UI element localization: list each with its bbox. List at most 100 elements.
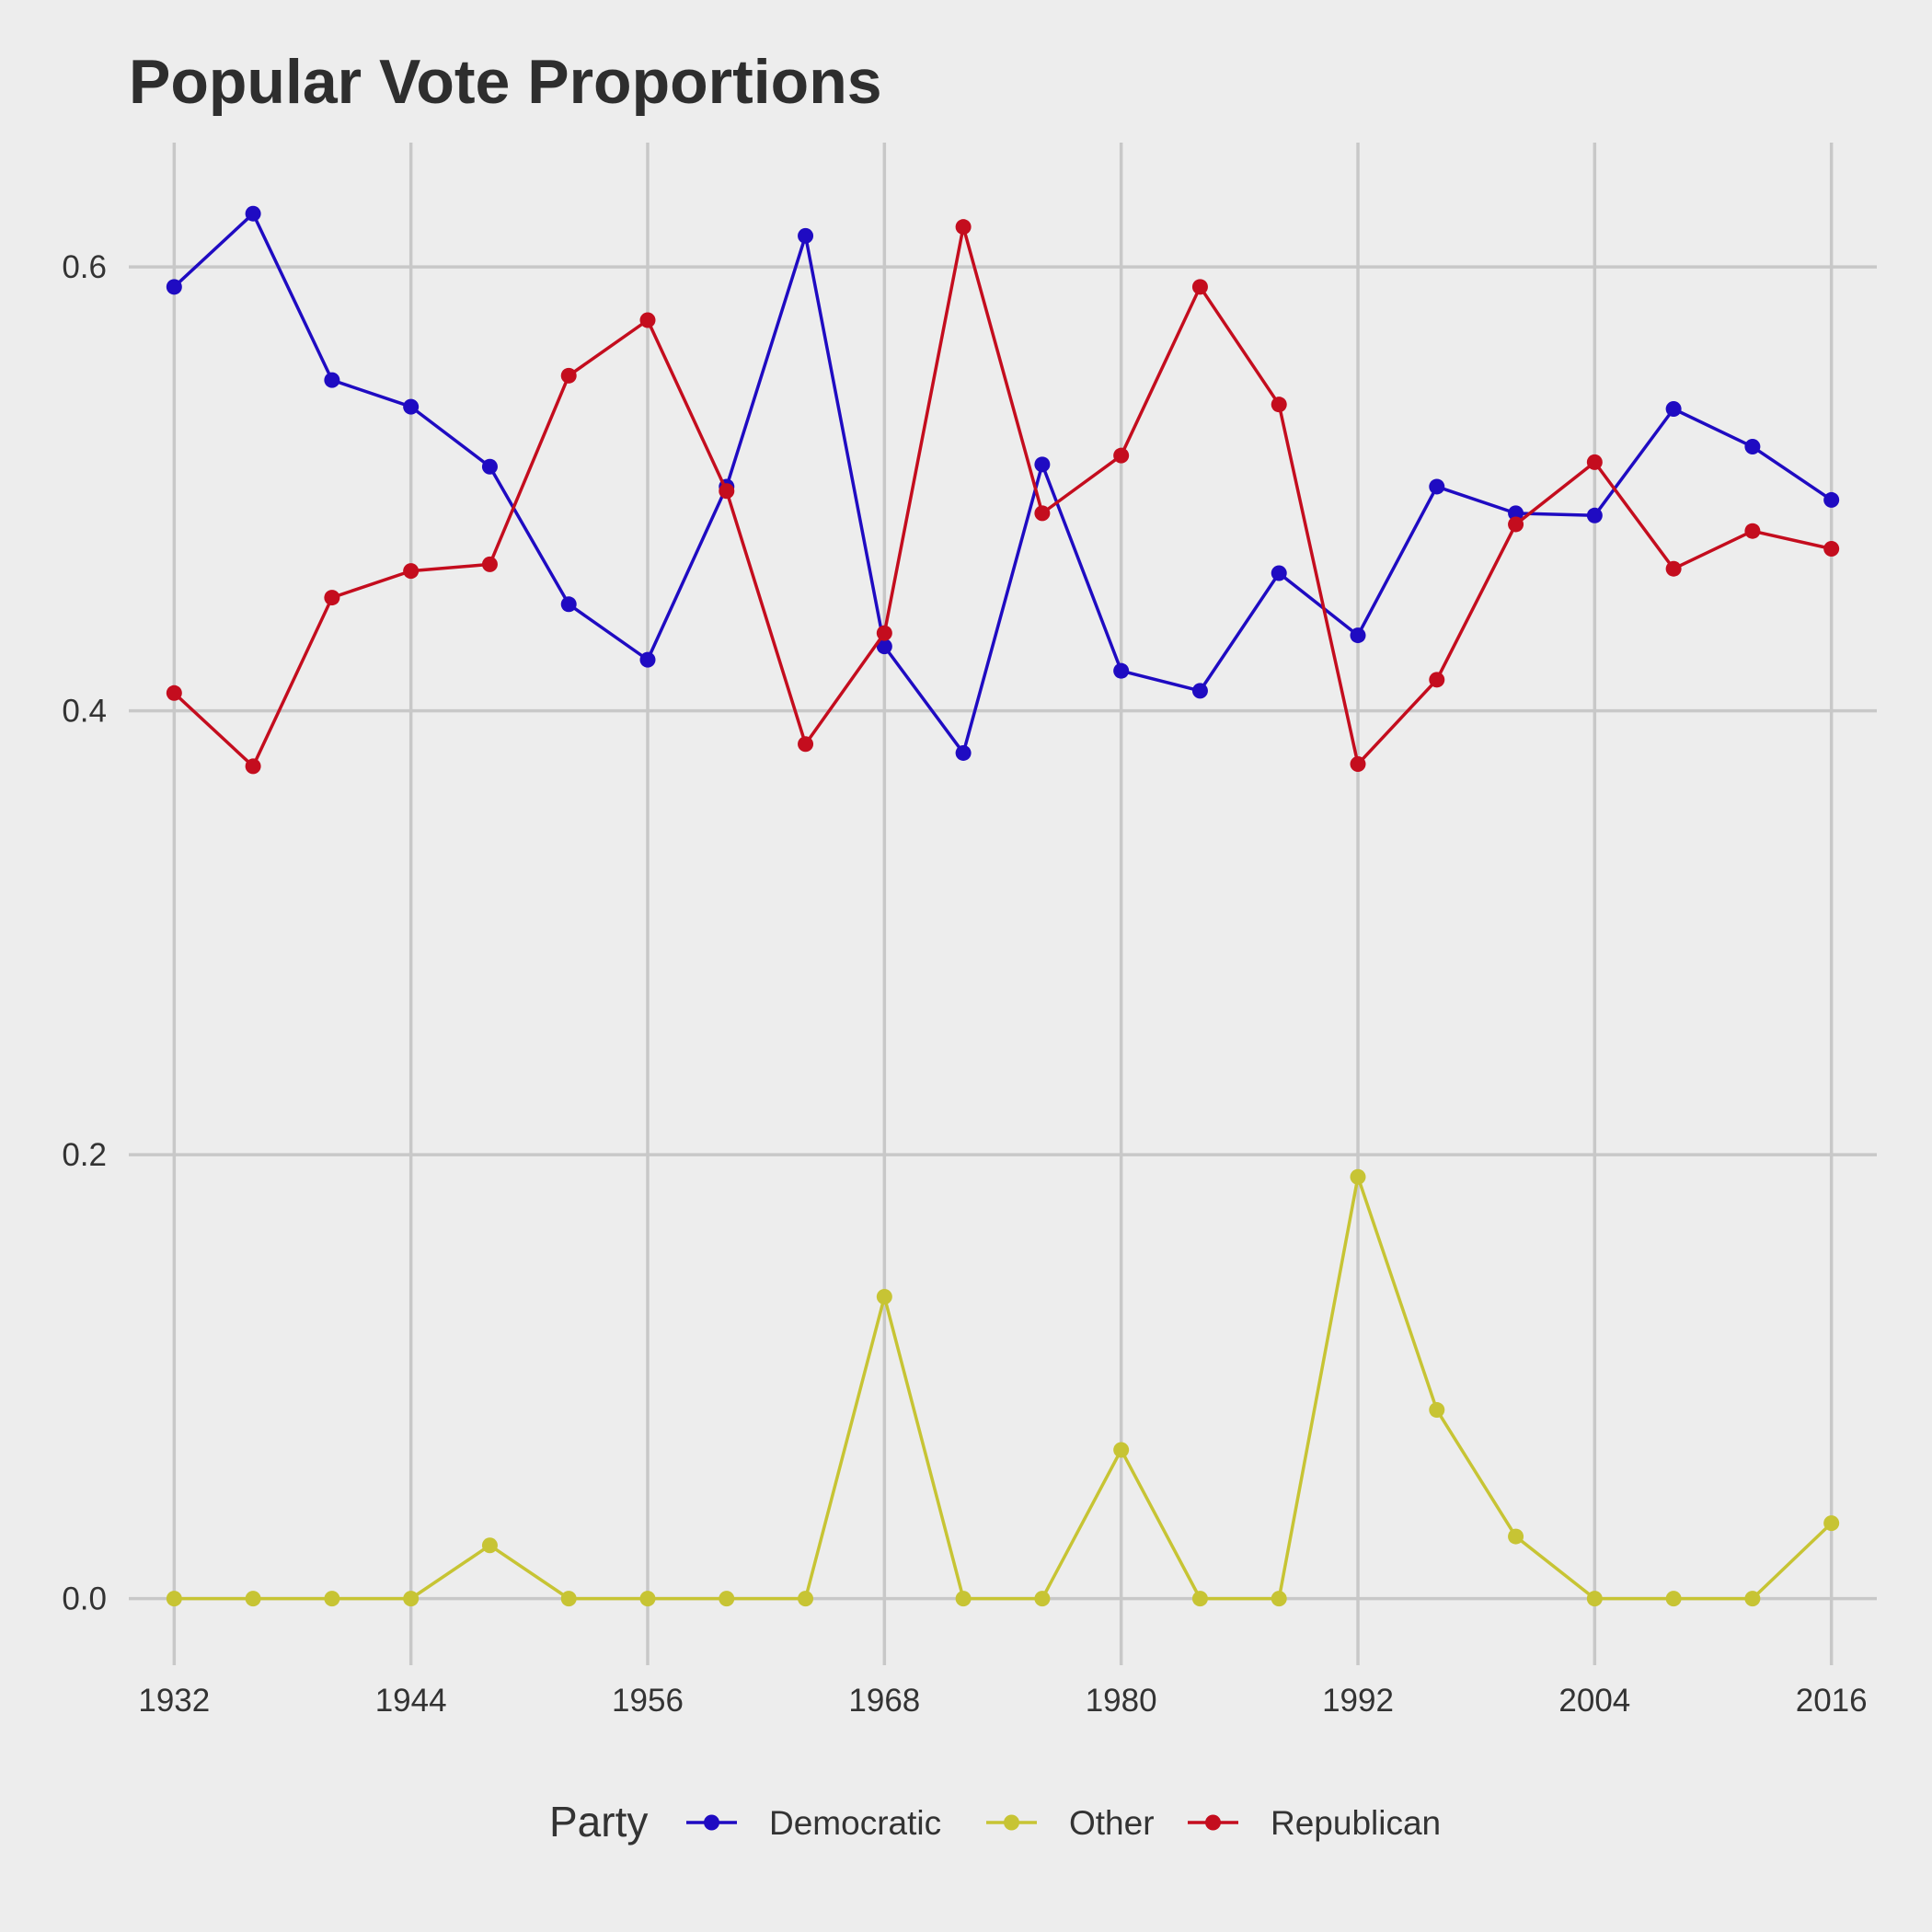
data-point: [1191, 279, 1208, 295]
data-point: [245, 758, 261, 775]
data-point: [1350, 1168, 1366, 1185]
data-point: [1113, 1442, 1130, 1458]
data-point: [1665, 560, 1682, 577]
data-point: [639, 651, 656, 668]
data-point: [403, 398, 420, 415]
y-tick-label: 0.4: [62, 694, 107, 730]
y-axis: 0.0 0.2 0.4 0.6: [62, 249, 107, 1617]
x-tick-label: 1956: [612, 1683, 684, 1719]
data-point: [1586, 454, 1603, 470]
data-point: [166, 684, 182, 701]
data-point: [1271, 397, 1287, 413]
data-point: [1665, 1591, 1682, 1607]
x-tick-label: 1932: [138, 1683, 210, 1719]
x-tick-label: 1968: [848, 1683, 920, 1719]
series-other: [166, 1168, 1840, 1607]
series-republican: [166, 219, 1840, 775]
data-point: [1034, 456, 1051, 473]
legend-title: Party: [549, 1798, 648, 1846]
chart-title: Popular Vote Proportions: [129, 47, 882, 117]
data-point: [955, 1591, 972, 1607]
data-point: [245, 205, 261, 222]
x-tick-label: 1980: [1086, 1683, 1157, 1719]
legend-key-point: [1004, 1814, 1019, 1831]
grid: [129, 143, 1877, 1665]
data-point: [798, 736, 814, 753]
data-point: [324, 590, 340, 606]
data-point: [481, 556, 498, 572]
data-point: [1744, 1591, 1761, 1607]
data-point: [876, 625, 892, 641]
data-point: [1823, 491, 1840, 508]
data-point: [1113, 447, 1130, 464]
data-point: [1823, 540, 1840, 557]
data-point: [560, 1591, 577, 1607]
legend-label: Democratic: [769, 1804, 941, 1842]
data-point: [1508, 505, 1524, 522]
data-point: [245, 1591, 261, 1607]
data-point: [560, 596, 577, 613]
data-point: [324, 1591, 340, 1607]
data-point: [1744, 523, 1761, 539]
legend-label: Republican: [1271, 1804, 1441, 1842]
series-line: [173, 224, 1833, 768]
legend-key-point: [1205, 1814, 1221, 1831]
data-point: [1191, 683, 1208, 699]
series-democratic: [166, 205, 1840, 761]
data-point: [876, 1289, 892, 1305]
data-point: [876, 638, 892, 655]
data-point: [1665, 401, 1682, 418]
data-point: [324, 372, 340, 388]
data-point: [955, 744, 972, 761]
data-point: [1350, 756, 1366, 773]
data-point: [403, 563, 420, 580]
data-point: [1350, 627, 1366, 644]
x-tick-label: 2004: [1558, 1683, 1630, 1719]
data-point: [798, 227, 814, 244]
data-point: [719, 483, 735, 500]
data-point: [1034, 1591, 1051, 1607]
data-point: [1508, 1528, 1524, 1545]
data-point: [1586, 1591, 1603, 1607]
series-layer: [166, 205, 1840, 1607]
y-tick-label: 0.0: [62, 1581, 107, 1617]
data-point: [1429, 672, 1445, 688]
data-point: [955, 219, 972, 236]
x-tick-label: 2016: [1796, 1683, 1868, 1719]
data-point: [403, 1591, 420, 1607]
data-point: [1113, 662, 1130, 679]
data-point: [560, 367, 577, 384]
y-tick-label: 0.2: [62, 1137, 107, 1173]
data-point: [798, 1591, 814, 1607]
y-tick-label: 0.6: [62, 249, 107, 285]
legend-item-other: Other: [986, 1804, 1155, 1842]
data-point: [1271, 1591, 1287, 1607]
data-point: [481, 1537, 498, 1554]
data-point: [1429, 1402, 1445, 1419]
data-point: [166, 279, 182, 295]
data-point: [1429, 478, 1445, 495]
x-axis: 1932 1944 1956 1968 1980 1992 2004 2016: [138, 1683, 1867, 1719]
legend-label: Other: [1069, 1804, 1155, 1842]
data-point: [1191, 1591, 1208, 1607]
data-point: [1034, 505, 1051, 522]
data-point: [639, 1591, 656, 1607]
legend-item-democratic: Democratic: [686, 1804, 941, 1842]
legend: Party Democratic Other Republican: [549, 1798, 1441, 1846]
data-point: [1823, 1515, 1840, 1532]
data-point: [719, 1591, 735, 1607]
x-tick-label: 1944: [375, 1683, 447, 1719]
data-point: [1586, 507, 1603, 523]
legend-item-republican: Republican: [1188, 1804, 1441, 1842]
data-point: [1744, 439, 1761, 455]
data-point: [166, 1591, 182, 1607]
legend-key-point: [704, 1814, 719, 1831]
series-line: [174, 1175, 1833, 1601]
data-point: [639, 312, 656, 328]
data-point: [1271, 565, 1287, 581]
data-point: [1508, 516, 1524, 533]
series-line: [173, 212, 1833, 755]
data-point: [481, 458, 498, 475]
